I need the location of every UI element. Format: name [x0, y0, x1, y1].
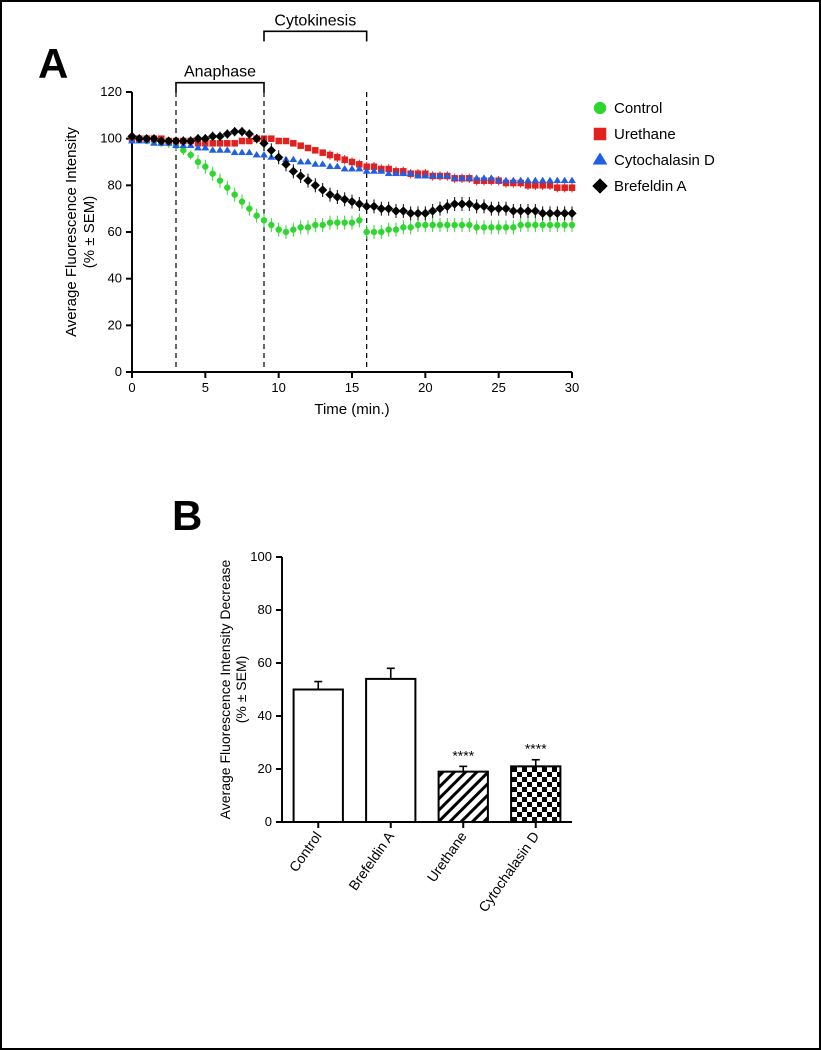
panel-b-chart: 0 20 40 60 80 100Average Fluorescence Intensi…	[212, 537, 592, 962]
panel-a-annotation: Cytokinesis	[274, 12, 356, 29]
panel-a-series-errors	[139, 136, 572, 239]
panel-b-bar	[439, 772, 488, 822]
panel-b-sig: ****	[452, 747, 474, 763]
svg-text:25: 25	[491, 380, 505, 395]
svg-text:30: 30	[565, 380, 579, 395]
panel-a-chart: 0 20 40 60 80 100 120 0 5 10 15 20 25 30 Time (min.) Av…	[62, 12, 742, 427]
panel-b-bar	[366, 679, 415, 822]
panel-a-ylabel: Average Fluorescence Intensity(% ± SEM)	[63, 127, 98, 337]
legend-item-label: Urethane	[614, 126, 676, 143]
panel-b-bar	[511, 766, 560, 822]
svg-text:80: 80	[258, 602, 272, 617]
svg-text:5: 5	[202, 380, 209, 395]
panel-b-bar	[294, 690, 343, 823]
svg-text:60: 60	[108, 224, 122, 239]
svg-text:60: 60	[258, 655, 272, 670]
panel-b-ylabel: Average Fluorescence Intensity Decrease(…	[217, 559, 249, 819]
svg-text:15: 15	[345, 380, 359, 395]
panel-b-category-label: Urethane	[424, 828, 470, 885]
svg-text:100: 100	[100, 131, 122, 146]
panel-a-xlabel: Time (min.)	[314, 401, 389, 418]
svg-text:100: 100	[250, 549, 272, 564]
svg-text:40: 40	[108, 271, 122, 286]
svg-text:80: 80	[108, 177, 122, 192]
panel-b-category-label: Cytochalasin D	[475, 829, 542, 915]
panel-b-category-label: Control	[286, 829, 325, 875]
panel-b-sig: ****	[525, 741, 547, 757]
svg-text:0: 0	[265, 814, 272, 829]
panel-a-series-points	[128, 127, 577, 217]
svg-text:20: 20	[108, 317, 122, 332]
svg-text:20: 20	[258, 761, 272, 776]
svg-text:120: 120	[100, 84, 122, 99]
legend-item-label: Brefeldin A	[614, 178, 687, 195]
svg-text:40: 40	[258, 708, 272, 723]
panel-b-category-label: Brefeldin A	[345, 828, 397, 893]
panel-b-label: B	[172, 492, 202, 540]
legend-item-label: Cytochalasin D	[614, 152, 715, 169]
svg-text:20: 20	[418, 380, 432, 395]
legend-item-label: Control	[614, 100, 662, 117]
svg-text:0: 0	[115, 364, 122, 379]
svg-text:0: 0	[128, 380, 135, 395]
panel-a-annotation: Anaphase	[184, 64, 256, 81]
svg-text:10: 10	[271, 380, 285, 395]
panel-a-legend: Control Urethane Cytochalasin D Brefeldin A	[593, 100, 716, 195]
